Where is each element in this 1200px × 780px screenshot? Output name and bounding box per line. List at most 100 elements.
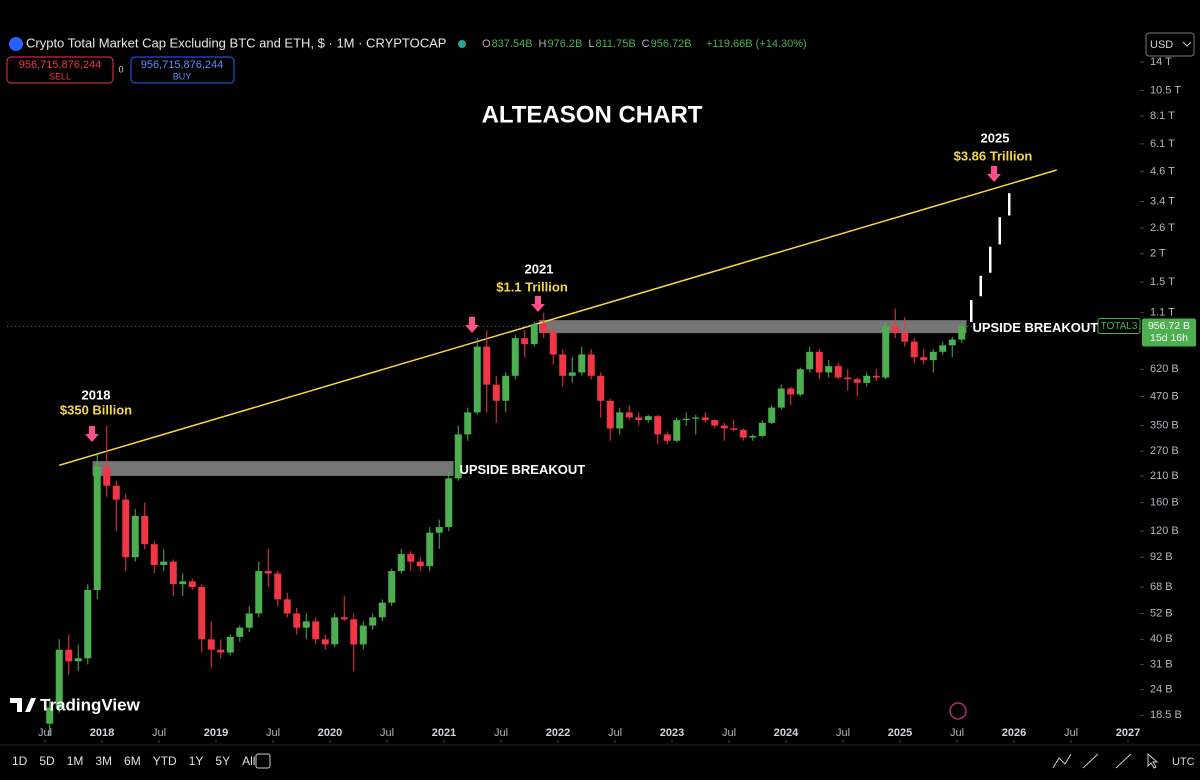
x-tick-label: 2023 — [660, 727, 684, 739]
y-tick-label: 2 T — [1150, 248, 1166, 260]
change: +119.66B (+14.30%) — [706, 38, 807, 50]
brand: TradingView — [40, 695, 141, 714]
candle-body — [730, 428, 738, 430]
candle-body — [891, 326, 899, 333]
y-tick-label: 2.6 T — [1150, 222, 1175, 234]
range-button[interactable]: 3M — [95, 754, 112, 768]
x-tick-label: 2021 — [432, 727, 456, 739]
y-tick-label: 210 B — [1150, 470, 1179, 482]
candle-body — [863, 375, 871, 383]
candle-body — [720, 425, 728, 429]
y-tick-label: 1.5 T — [1150, 276, 1175, 288]
candle-body — [815, 351, 823, 373]
y-tick-label: 1.1 T — [1150, 307, 1175, 319]
candle-body — [806, 351, 814, 370]
candle-body — [207, 639, 215, 650]
sell-button[interactable] — [6, 56, 114, 84]
y-tick-label: 18.5 B — [1150, 709, 1182, 721]
candle-body — [217, 649, 225, 653]
ohlc-value: 956.72B — [651, 38, 692, 50]
candle-body — [378, 602, 386, 618]
candle-body — [293, 613, 301, 628]
sell-label[interactable]: SELL — [49, 71, 71, 81]
candle-body — [74, 658, 82, 662]
candle-body — [958, 326, 966, 340]
tool-icon[interactable] — [1115, 753, 1132, 769]
candle-body — [625, 412, 633, 418]
candle-body — [93, 466, 101, 590]
x-tick-label: Jul — [836, 727, 850, 739]
candle-body — [568, 372, 576, 376]
range-button[interactable]: YTD — [153, 754, 177, 768]
dropdown-icon — [1182, 41, 1192, 47]
candle-body — [853, 379, 861, 383]
annotation-value: $350 Billion — [60, 402, 132, 417]
range-button[interactable]: 1Y — [189, 754, 204, 768]
candle-body — [103, 466, 111, 486]
cursor-icon[interactable] — [1147, 752, 1159, 769]
range-button[interactable]: All — [242, 754, 255, 768]
candle-body — [369, 617, 377, 626]
y-tick-label: 40 B — [1150, 633, 1173, 645]
y-tick-label: 10.5 T — [1150, 84, 1181, 96]
candle-body — [701, 417, 709, 421]
annotation-year: 2025 — [981, 130, 1010, 145]
annotation-year: 2018 — [82, 387, 111, 402]
y-tick-label: 470 B — [1150, 390, 1179, 402]
candle-body — [435, 527, 443, 533]
range-button[interactable]: 5D — [39, 754, 55, 768]
candle-body — [749, 435, 757, 438]
candle-body — [160, 561, 168, 566]
y-tick-label: 120 B — [1150, 525, 1179, 537]
candle-body — [549, 332, 557, 355]
y-tick-label: 160 B — [1150, 497, 1179, 509]
market-status — [458, 40, 466, 48]
alert-icon[interactable] — [949, 702, 967, 720]
tool-icon[interactable] — [1052, 753, 1072, 769]
candle-body — [502, 375, 510, 401]
candle-body — [682, 418, 690, 421]
candle-body — [948, 339, 956, 346]
currency-button[interactable] — [1145, 32, 1195, 57]
x-tick-label: 2020 — [318, 727, 342, 739]
range-button[interactable]: 6M — [124, 754, 141, 768]
ohlc-key: C — [642, 38, 650, 50]
arrow — [465, 317, 479, 333]
x-tick-label: Jul — [38, 727, 52, 739]
candle-body — [131, 515, 139, 558]
sell-price[interactable]: 956,715,876,244 — [19, 59, 102, 71]
range-button[interactable]: 1M — [67, 754, 84, 768]
x-tick-label: Jul — [266, 727, 280, 739]
symbol-logo — [9, 37, 23, 51]
arrow — [531, 296, 545, 312]
y-tick-label: 350 B — [1150, 419, 1179, 431]
price-box — [1142, 318, 1196, 347]
ohlc: O 837.54B H 976.2B L 811.75B C 956.72B — [482, 38, 692, 50]
range-button[interactable]: 1D — [12, 754, 28, 768]
currency[interactable]: USD — [1150, 39, 1173, 51]
candle-body — [302, 621, 310, 628]
tool-icon[interactable] — [1082, 753, 1099, 769]
zone-label: UPSIDE BREAKOUT — [460, 462, 586, 477]
buy-button[interactable] — [130, 56, 235, 84]
ohlc-key: L — [588, 38, 594, 50]
candle-body — [654, 416, 662, 435]
trendline — [59, 169, 1057, 466]
x-tick-label: 2018 — [90, 727, 114, 739]
candle-body — [426, 532, 434, 567]
candle-body — [834, 366, 842, 378]
candle-body — [483, 346, 491, 385]
buy-label[interactable]: BUY — [173, 71, 192, 81]
candle-body — [112, 485, 120, 500]
x-tick-label: Jul — [494, 727, 508, 739]
candle-body — [796, 369, 804, 395]
candle-body — [150, 544, 158, 566]
range-button[interactable]: 5Y — [215, 754, 230, 768]
candle-body — [844, 377, 852, 380]
candle-body — [644, 416, 652, 421]
timezone[interactable]: UTC — [1172, 756, 1195, 768]
plot — [7, 169, 1140, 736]
buy-price[interactable]: 956,715,876,244 — [141, 59, 224, 71]
calendar-icon[interactable] — [255, 753, 271, 769]
